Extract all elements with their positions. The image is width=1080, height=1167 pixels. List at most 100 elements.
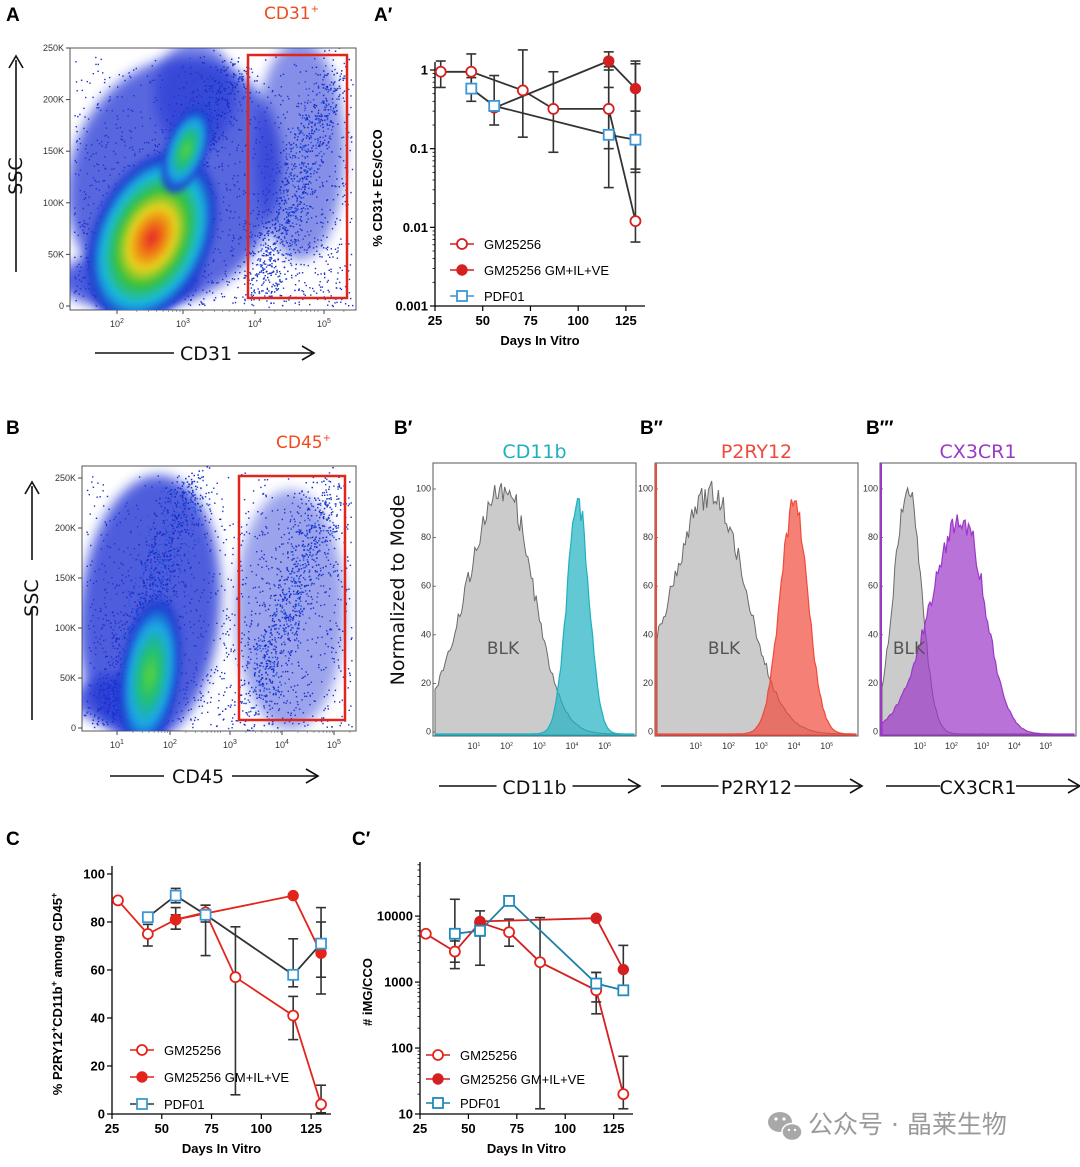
event-dot bbox=[189, 57, 191, 60]
event-dot bbox=[104, 78, 106, 81]
event-dot bbox=[327, 708, 329, 710]
event-dot bbox=[208, 108, 211, 110]
event-dot bbox=[293, 177, 296, 180]
event-dot bbox=[291, 168, 294, 171]
event-dot bbox=[281, 280, 284, 283]
event-dot bbox=[313, 162, 315, 165]
event-dot bbox=[266, 287, 268, 290]
event-dot bbox=[331, 726, 333, 728]
event-dot bbox=[244, 720, 247, 723]
event-dot bbox=[261, 220, 263, 222]
event-dot bbox=[199, 89, 201, 91]
event-dot bbox=[250, 273, 252, 275]
event-dot bbox=[347, 270, 350, 272]
event-dot bbox=[265, 254, 267, 257]
event-dot bbox=[316, 171, 318, 174]
event-dot bbox=[233, 93, 236, 95]
event-dot bbox=[242, 296, 244, 298]
event-dot bbox=[338, 665, 340, 667]
event-dot bbox=[281, 232, 284, 234]
event-dot bbox=[263, 234, 266, 237]
event-dot bbox=[224, 99, 226, 101]
event-dot bbox=[208, 521, 211, 524]
event-dot bbox=[190, 718, 192, 720]
event-dot bbox=[242, 97, 244, 100]
event-dot bbox=[210, 669, 212, 671]
event-dot bbox=[86, 531, 88, 533]
data-point bbox=[629, 82, 642, 95]
legend-entry: GM25256 bbox=[484, 237, 541, 252]
event-dot bbox=[326, 248, 329, 251]
event-dot bbox=[308, 123, 310, 125]
event-dot bbox=[211, 137, 214, 140]
event-dot bbox=[232, 76, 235, 78]
event-dot bbox=[262, 268, 264, 270]
event-dot bbox=[348, 724, 350, 726]
event-dot bbox=[313, 105, 315, 108]
event-dot bbox=[213, 112, 215, 114]
event-dot bbox=[294, 136, 296, 139]
event-dot bbox=[317, 139, 319, 142]
event-dot bbox=[219, 675, 221, 678]
event-dot bbox=[310, 135, 312, 137]
event-dot bbox=[273, 267, 276, 269]
event-dot bbox=[348, 497, 350, 499]
event-dot bbox=[341, 715, 343, 718]
event-dot bbox=[279, 280, 281, 283]
event-dot bbox=[298, 272, 301, 274]
event-dot bbox=[282, 227, 284, 229]
event-dot bbox=[272, 271, 275, 273]
event-dot bbox=[256, 75, 259, 77]
event-dot bbox=[114, 679, 116, 682]
event-dot bbox=[223, 66, 225, 68]
event-dot bbox=[201, 302, 203, 304]
event-dot bbox=[320, 118, 322, 121]
event-dot bbox=[224, 88, 227, 90]
event-dot bbox=[190, 719, 192, 721]
event-dot bbox=[233, 63, 235, 66]
event-dot bbox=[76, 130, 78, 133]
event-dot bbox=[301, 149, 304, 151]
event-dot bbox=[286, 222, 289, 224]
event-dot bbox=[248, 517, 250, 519]
event-dot bbox=[228, 86, 230, 89]
event-dot bbox=[229, 110, 231, 112]
event-dot bbox=[234, 86, 236, 88]
event-dot bbox=[92, 719, 94, 721]
event-dot bbox=[280, 295, 283, 297]
event-dot bbox=[289, 245, 292, 247]
event-dot bbox=[331, 151, 333, 153]
event-dot bbox=[90, 544, 92, 547]
event-dot bbox=[210, 95, 213, 98]
event-dot bbox=[293, 193, 296, 195]
series-1 bbox=[435, 49, 641, 243]
event-dot bbox=[259, 260, 261, 262]
event-dot bbox=[321, 123, 324, 126]
event-dot bbox=[221, 105, 223, 107]
event-dot bbox=[260, 250, 262, 252]
event-dot bbox=[273, 242, 276, 244]
event-dot bbox=[284, 162, 287, 165]
event-dot bbox=[347, 560, 349, 562]
event-dot bbox=[333, 73, 335, 76]
event-dot bbox=[244, 283, 246, 285]
event-dot bbox=[220, 68, 222, 71]
event-dot bbox=[261, 264, 263, 266]
event-dot bbox=[338, 243, 341, 246]
event-dot bbox=[282, 240, 284, 242]
event-dot bbox=[309, 193, 312, 196]
event-dot bbox=[267, 221, 270, 223]
event-dot bbox=[323, 109, 325, 111]
event-dot bbox=[315, 128, 318, 131]
event-dot bbox=[215, 106, 218, 109]
event-dot bbox=[83, 285, 85, 288]
event-dot bbox=[343, 194, 346, 196]
event-dot bbox=[256, 80, 258, 82]
event-dot bbox=[302, 192, 305, 194]
event-dot bbox=[325, 247, 327, 249]
event-dot bbox=[282, 141, 284, 143]
event-dot bbox=[240, 75, 243, 78]
event-dot bbox=[314, 272, 316, 274]
event-dot bbox=[312, 163, 314, 165]
event-dot bbox=[283, 149, 285, 152]
